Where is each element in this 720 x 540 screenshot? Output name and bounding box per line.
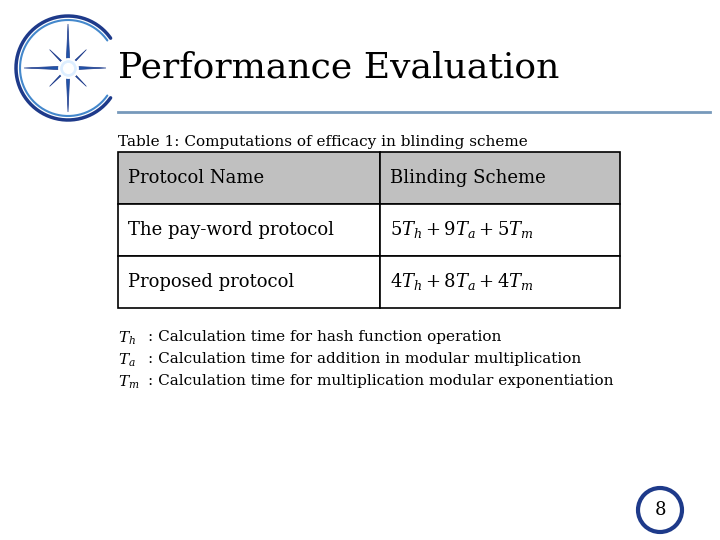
Text: $5T_h+ 9T_a+ 5T_m$: $5T_h+ 9T_a+ 5T_m$ bbox=[390, 219, 534, 240]
Text: Proposed protocol: Proposed protocol bbox=[128, 273, 294, 291]
Bar bbox=[380, 204, 620, 256]
Polygon shape bbox=[66, 24, 70, 68]
Bar bbox=[118, 204, 380, 256]
Polygon shape bbox=[68, 66, 106, 70]
Polygon shape bbox=[66, 68, 70, 112]
Bar bbox=[380, 256, 620, 308]
Polygon shape bbox=[50, 50, 68, 69]
Text: Protocol Name: Protocol Name bbox=[128, 169, 264, 187]
Bar bbox=[118, 152, 380, 204]
Polygon shape bbox=[67, 50, 86, 69]
Text: $T_a$: $T_a$ bbox=[118, 352, 136, 369]
Text: $T_m$: $T_m$ bbox=[118, 374, 140, 392]
Polygon shape bbox=[50, 68, 68, 86]
Polygon shape bbox=[24, 66, 68, 70]
Text: The pay-word protocol: The pay-word protocol bbox=[128, 221, 334, 239]
Text: Performance Evaluation: Performance Evaluation bbox=[118, 51, 559, 85]
Text: 8: 8 bbox=[654, 501, 666, 519]
Text: $T_h$: $T_h$ bbox=[118, 330, 136, 347]
Text: : Calculation time for multiplication modular exponentiation: : Calculation time for multiplication mo… bbox=[148, 374, 613, 388]
Text: : Calculation time for addition in modular multiplication: : Calculation time for addition in modul… bbox=[148, 352, 581, 366]
Text: : Calculation time for hash function operation: : Calculation time for hash function ope… bbox=[148, 330, 501, 344]
Bar bbox=[380, 152, 620, 204]
Text: $4T_h+ 8T_a+ 4T_m$: $4T_h+ 8T_a+ 4T_m$ bbox=[390, 272, 534, 293]
Polygon shape bbox=[67, 68, 86, 86]
Text: Blinding Scheme: Blinding Scheme bbox=[390, 169, 546, 187]
Bar bbox=[118, 256, 380, 308]
Text: Table 1: Computations of efficacy in blinding scheme: Table 1: Computations of efficacy in bli… bbox=[118, 135, 528, 149]
